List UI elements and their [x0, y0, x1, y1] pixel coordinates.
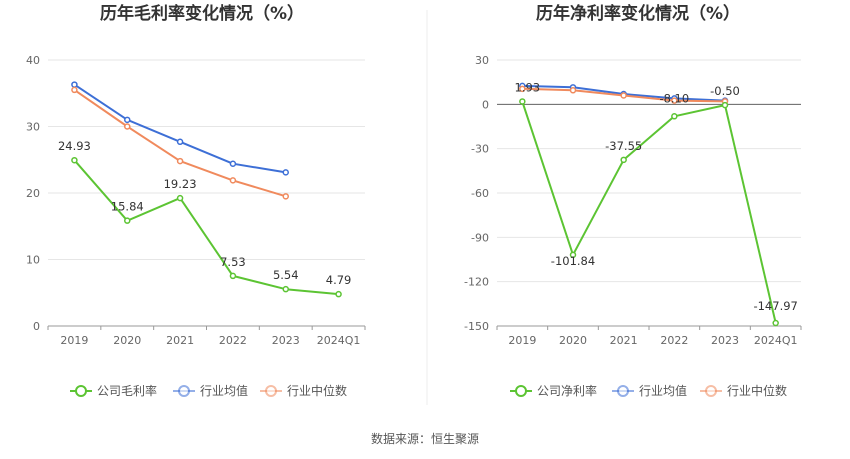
chart2-data-point — [671, 113, 678, 120]
chart2-data-label: -37.55 — [605, 139, 642, 153]
chart1-x-tick-label: 2024Q1 — [317, 334, 361, 347]
chart2-x-tick-label: 2020 — [559, 334, 587, 347]
chart2-data-label: -8.10 — [659, 91, 689, 105]
chart1-data-point — [176, 138, 184, 146]
chart2-legend-label: 公司净利率 — [537, 383, 597, 398]
chart1-data-point — [335, 290, 342, 298]
chart1-y-tick-label: 10 — [26, 254, 40, 267]
chart1-legend-swatch-marker — [178, 385, 190, 397]
source-note: 数据来源：恒生聚源 — [371, 431, 479, 446]
chart2-legend-swatch-marker — [515, 385, 527, 397]
chart1-data-point — [229, 160, 237, 167]
chart1-x-tick-label: 2020 — [113, 334, 141, 347]
chart2-y-tick-label: -120 — [464, 276, 489, 289]
chart2-legend-swatch-marker — [705, 385, 717, 397]
chart1-data-label: 19.23 — [164, 177, 197, 191]
chart2-y-tick-label: -150 — [464, 320, 489, 333]
chart1-data-label: 15.84 — [111, 200, 144, 214]
chart1-y-tick-label: 20 — [26, 187, 40, 200]
chart2-y-tick-label: -60 — [471, 187, 489, 200]
chart1-data-point — [282, 285, 289, 293]
chart2-series-line-0 — [521, 101, 777, 324]
chart1-legend-swatch-marker — [265, 385, 277, 397]
chart1-data-point — [71, 86, 78, 94]
chart2-y-tick-label: -30 — [471, 143, 489, 156]
chart1-x-tick-label: 2021 — [166, 334, 194, 347]
chart2-legend-label: 行业中位数 — [727, 383, 787, 398]
chart2-y-tick-label: 30 — [475, 54, 489, 67]
chart1-data-point — [282, 193, 289, 200]
chart1-data-point — [176, 157, 184, 165]
chart2-data-label: -101.84 — [551, 254, 595, 268]
chart2-data-point — [620, 92, 627, 99]
chart2-data-label: -147.97 — [753, 299, 797, 313]
chart1-data-point — [71, 81, 78, 88]
chart1-x-tick-label: 2023 — [272, 334, 300, 347]
chart2-x-tick-label: 2023 — [711, 334, 739, 347]
chart1-data-point — [229, 272, 237, 280]
chart1-x-tick-label: 2022 — [219, 334, 247, 347]
chart2-legend-label: 行业均值 — [639, 383, 687, 398]
chart1-title: 历年毛利率变化情况（%） — [100, 3, 304, 24]
chart1-legend-label: 行业中位数 — [287, 383, 347, 398]
chart2-y-tick-label: -90 — [471, 231, 489, 244]
chart1-data-label: 5.54 — [273, 268, 299, 282]
chart2-data-point — [519, 85, 526, 93]
chart1-data-point — [282, 169, 289, 176]
chart2-data-point — [721, 101, 729, 109]
chart2-data-point — [772, 319, 779, 327]
chart1-legend-label: 公司毛利率 — [97, 383, 157, 398]
chart2-data-point — [620, 156, 627, 164]
chart1-legend-label: 行业均值 — [200, 383, 248, 398]
chart2-legend-swatch-marker — [617, 385, 629, 397]
chart1-series-line-0 — [73, 159, 339, 296]
chart1-data-label: 4.79 — [326, 273, 352, 287]
chart1-data-label: 24.93 — [58, 139, 91, 153]
chart2-data-point — [519, 98, 526, 105]
chart2-x-tick-label: 2021 — [610, 334, 638, 347]
chart1-data-label: 7.53 — [220, 255, 246, 269]
chart1-data-point — [124, 217, 131, 224]
chart1-x-tick-label: 2019 — [60, 334, 88, 347]
chart1-legend-swatch-marker — [75, 385, 87, 397]
chart1-y-tick-label: 30 — [26, 121, 40, 134]
chart2-data-point — [569, 251, 577, 259]
chart2-x-tick-label: 2024Q1 — [754, 334, 798, 347]
chart2-y-tick-label: 0 — [482, 98, 489, 111]
chart1-y-tick-label: 40 — [26, 54, 40, 67]
chart2-x-tick-label: 2022 — [660, 334, 688, 347]
chart2-data-label: 1.93 — [515, 80, 541, 94]
chart2-data-point — [671, 97, 678, 104]
chart1-data-point — [229, 177, 237, 184]
chart2-title: 历年净利率变化情况（%） — [536, 3, 740, 24]
chart1-data-point — [124, 123, 131, 130]
chart2-data-label: -0.50 — [710, 84, 740, 98]
chart1-y-tick-label: 0 — [33, 320, 40, 333]
chart1-data-point — [71, 156, 78, 164]
chart2-x-tick-label: 2019 — [508, 334, 536, 347]
chart2-data-point — [569, 87, 577, 94]
chart1-data-point — [176, 194, 184, 202]
chart1-data-point — [124, 116, 131, 124]
